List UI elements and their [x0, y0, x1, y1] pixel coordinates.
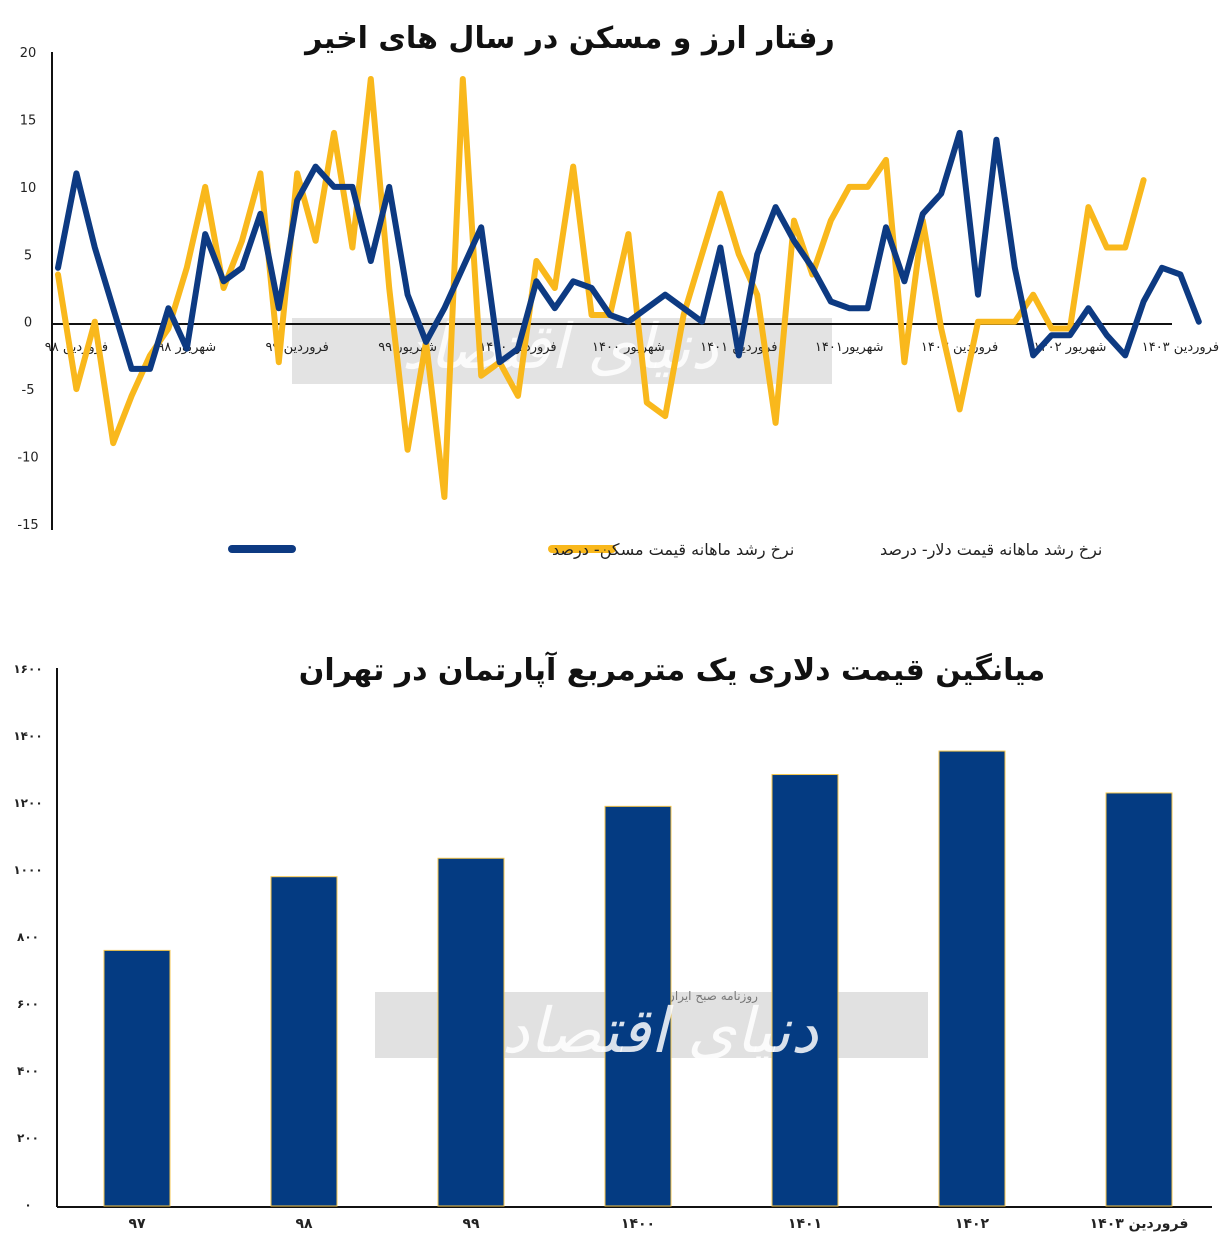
legend-label-housing: نرخ رشد ماهانه قیمت مسکن- درصد: [552, 540, 794, 560]
bar: [938, 750, 1006, 1207]
line-x-tick-label: فروردین ۱۴۰۲: [921, 340, 998, 355]
line-x-tick-label: فروردین ۹۸: [45, 340, 108, 355]
dollar-growth-line: [55, 76, 1147, 500]
bar-x-tick-label: ۹۹: [462, 1216, 480, 1232]
line-y-tick-label: 15: [20, 113, 37, 128]
bar-y-tick-label: ۰: [24, 1198, 31, 1212]
line-y-tick-label: 10: [20, 181, 37, 196]
bar-y-tick-label: ۱۶۰۰: [13, 662, 42, 676]
bar-x-labels: ۹۷ ۹۸ ۹۹ ۱۴۰۰ ۱۴۰۱ ۱۴۰۲ فروردین ۱۴۰۳: [128, 1216, 1188, 1232]
bar: [103, 949, 171, 1207]
bar-y-tick-label: ۶۰۰: [17, 997, 39, 1011]
bar-x-tick-label: ۱۴۰۰: [621, 1216, 655, 1232]
line-y-tick-label: 0: [24, 316, 32, 331]
line-y-ticks: 20 15 10 5 0 -5 -10 -15: [17, 46, 38, 533]
line-x-tick-label: شهریور ۱۴۰۰: [592, 340, 665, 355]
line-legend: نرخ رشد ماهانه قیمت دلار- درصد نرخ رشد م…: [228, 540, 1102, 560]
bar-x-tick-label: ۹۷: [128, 1216, 146, 1232]
bar-y-tick-label: ۸۰۰: [17, 930, 39, 944]
watermark-subtext: روزنامه صبح ایران: [666, 989, 758, 1004]
bar-chart: میانگین قیمت دلاری یک مترمربع آپارتمان د…: [13, 651, 1212, 1232]
bar-y-tick-label: ۲۰۰: [17, 1131, 39, 1145]
line-y-tick-label: 20: [20, 46, 37, 61]
bar-x-tick-label: فروردین ۱۴۰۳: [1090, 1216, 1189, 1232]
line-x-tick-label: شهریور ۱۴۰۲: [1034, 340, 1107, 355]
bar-x-tick-label: ۱۴۰۲: [955, 1216, 990, 1232]
bar-y-ticks: ۱۶۰۰ ۱۴۰۰ ۱۲۰۰ ۱۰۰۰ ۸۰۰ ۶۰۰ ۴۰۰ ۲۰۰ ۰: [13, 662, 42, 1212]
bar: [437, 857, 505, 1207]
bar: [771, 774, 839, 1207]
line-x-tick-label: فروردین ۱۴۰۳: [1142, 340, 1219, 355]
bar-y-tick-label: ۴۰۰: [17, 1064, 39, 1078]
bar-rects-group: [103, 750, 1173, 1207]
bar: [270, 876, 338, 1207]
bar: [604, 805, 672, 1207]
line-series-group: [55, 76, 1202, 500]
legend-label-dollar: نرخ رشد ماهانه قیمت دلار- درصد: [880, 540, 1102, 560]
watermark-text: دنیای اقتصاد: [502, 994, 819, 1067]
line-chart-title: رفتار ارز و مسکن در سال های اخیر: [303, 21, 835, 56]
bar: [1105, 792, 1173, 1207]
line-y-tick-label: -10: [17, 451, 38, 466]
line-y-tick-label: -5: [22, 383, 35, 398]
bar-y-tick-label: ۱۰۰۰: [13, 863, 42, 877]
line-y-tick-label: 5: [24, 248, 32, 263]
bar-y-tick-label: ۱۴۰۰: [13, 729, 42, 743]
bar-y-tick-label: ۱۲۰۰: [13, 796, 42, 810]
housing-growth-line: [55, 129, 1202, 372]
bar-chart-title: میانگین قیمت دلاری یک مترمربع آپارتمان د…: [299, 651, 1045, 688]
line-y-tick-label: -15: [17, 518, 38, 533]
line-x-tick-label: شهریور۱۴۰۱: [815, 340, 884, 355]
bar-x-tick-label: ۱۴۰۱: [788, 1216, 822, 1232]
bar-x-tick-label: ۹۸: [295, 1216, 313, 1232]
line-chart: رفتار ارز و مسکن در سال های اخیر دنیای ا…: [17, 21, 1219, 560]
